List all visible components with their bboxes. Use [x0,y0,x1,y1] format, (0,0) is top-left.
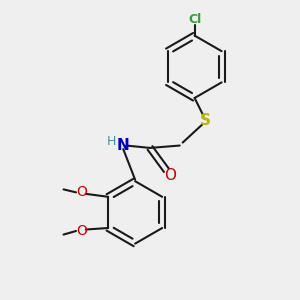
Text: S: S [200,113,211,128]
Text: O: O [76,224,87,238]
Text: O: O [76,185,87,200]
Text: O: O [164,168,176,183]
Text: H: H [107,135,116,148]
Text: Cl: Cl [188,13,201,26]
Text: N: N [117,138,130,153]
